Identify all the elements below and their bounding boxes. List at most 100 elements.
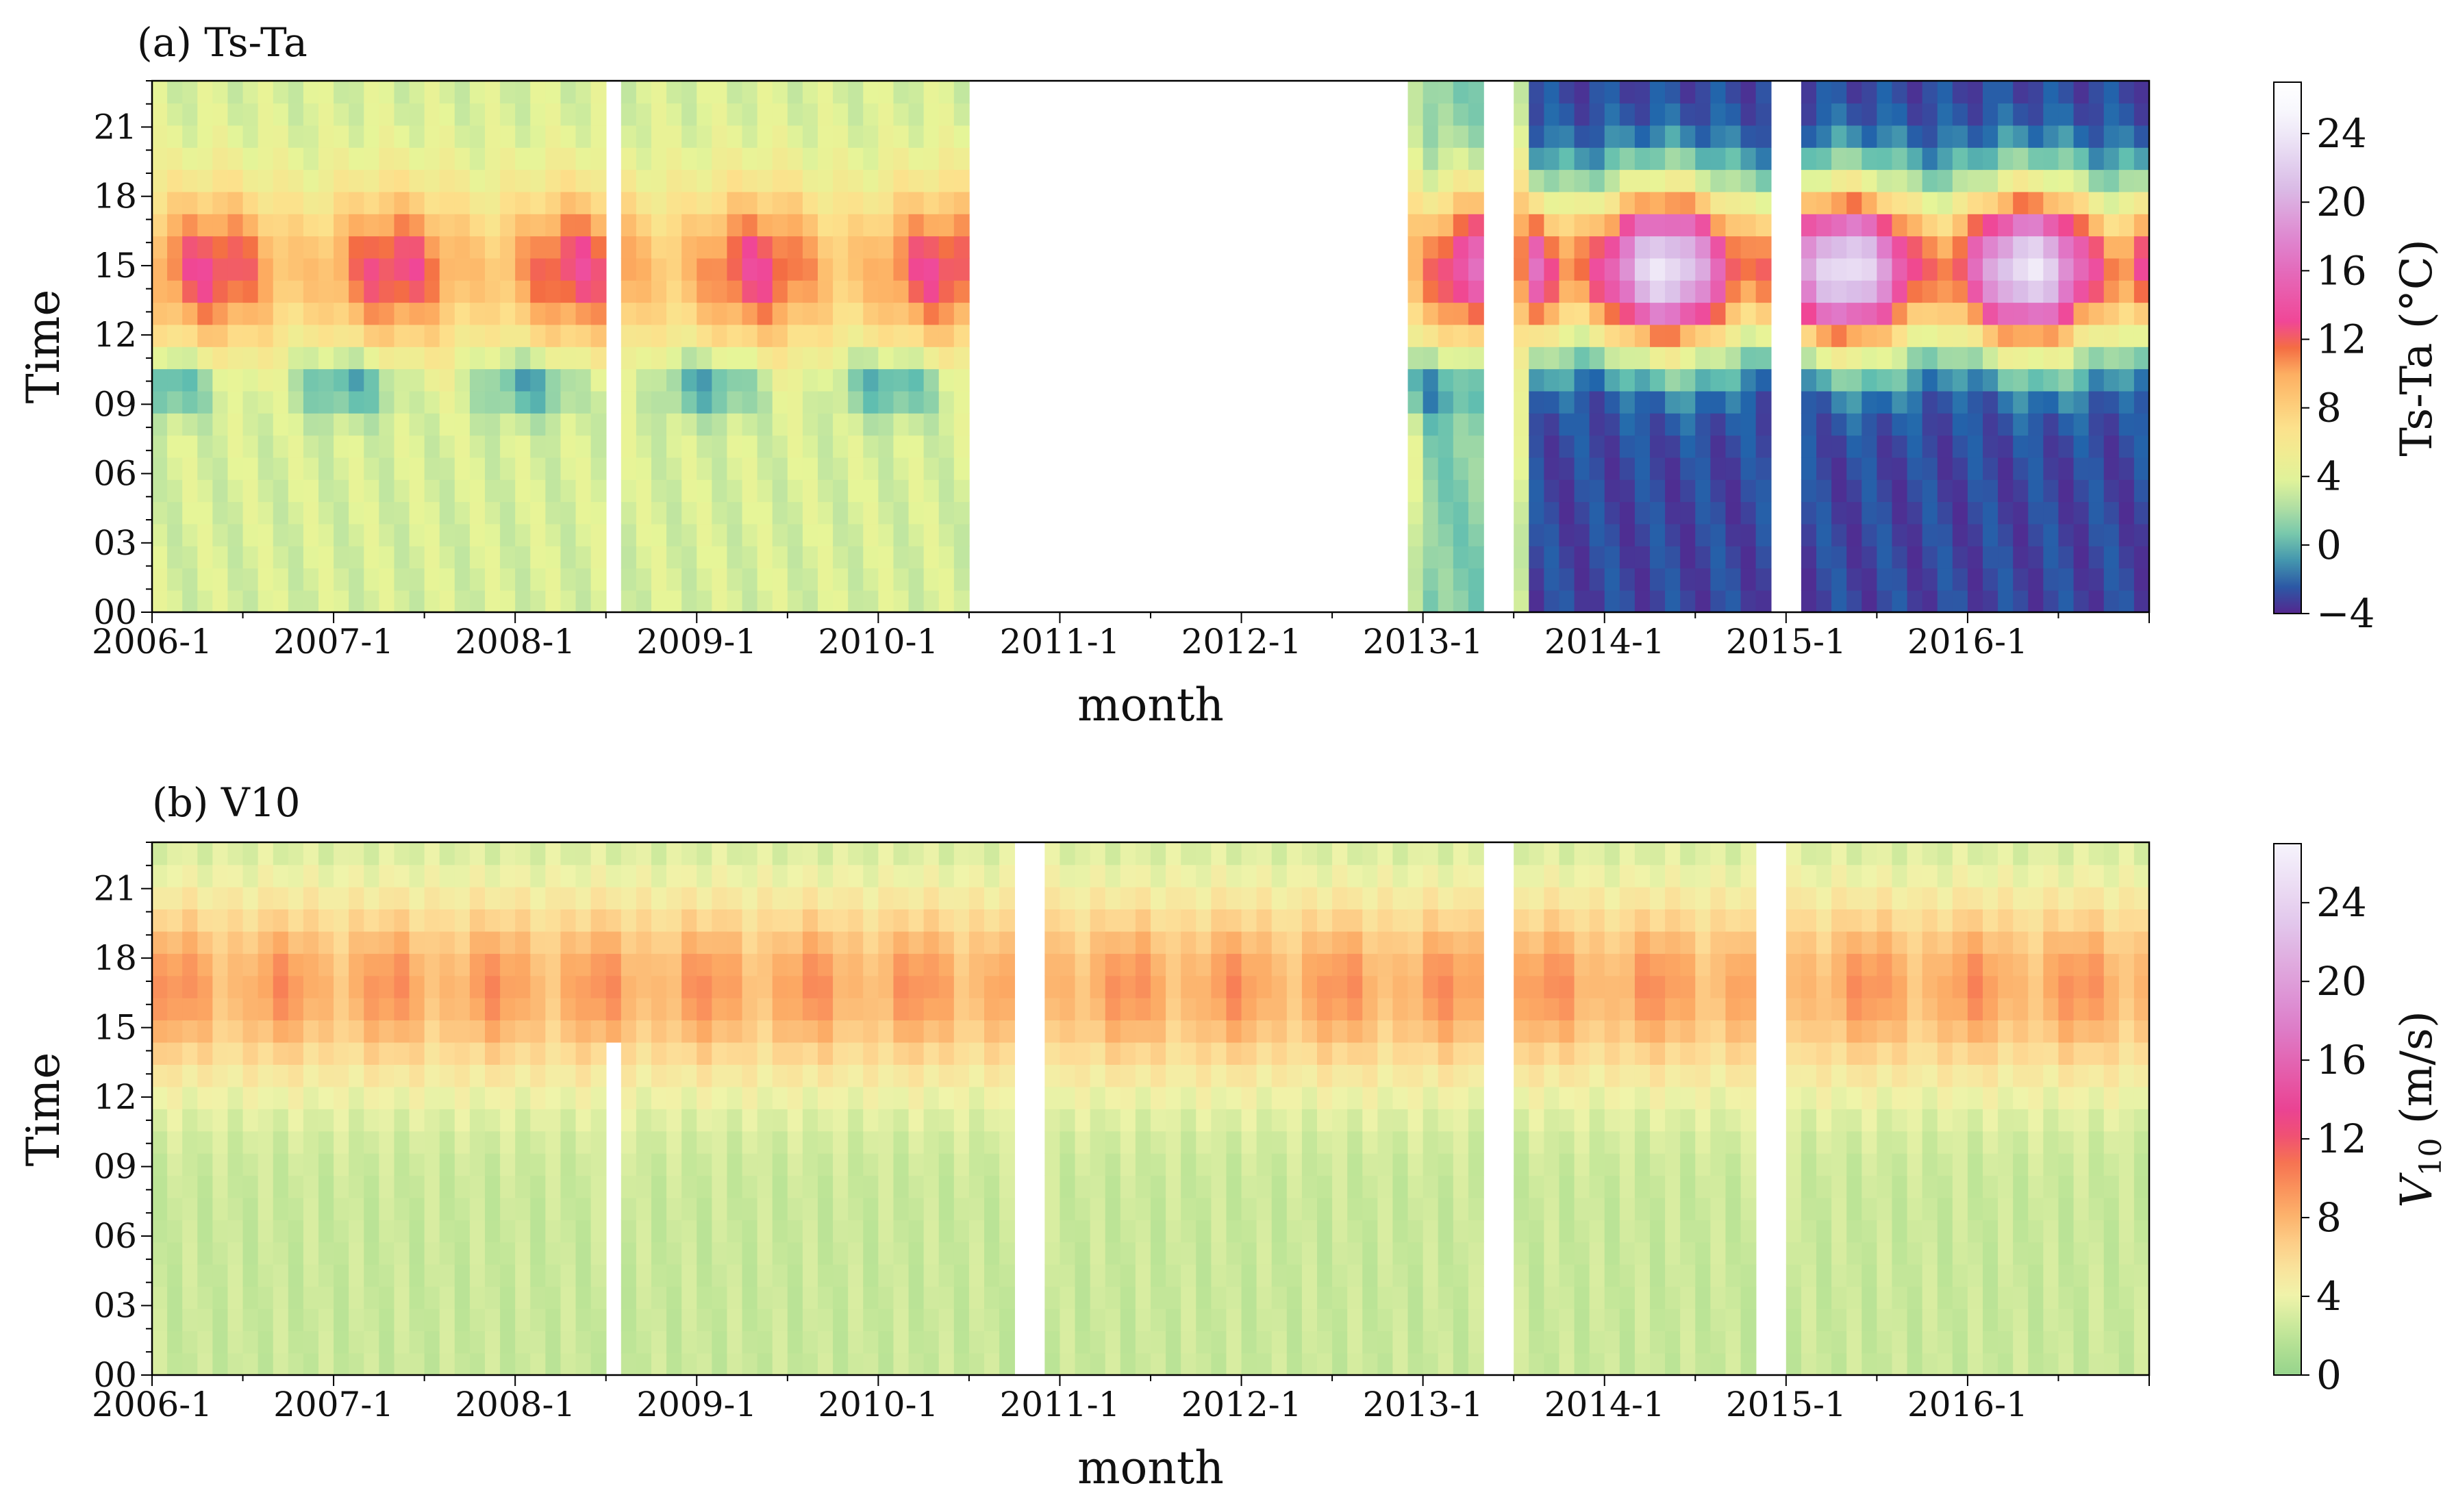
heatmap-cell: [2073, 346, 2090, 370]
heatmap-cell: [1740, 931, 1757, 954]
heatmap-cell: [1725, 1286, 1742, 1309]
heatmap-cell: [1529, 953, 1545, 977]
heatmap-cell: [1514, 169, 1530, 192]
heatmap-cell: [1574, 368, 1590, 392]
heatmap-cell: [1983, 435, 1998, 458]
heatmap-cell: [923, 1086, 940, 1109]
heatmap-cell: [1785, 975, 1802, 998]
heatmap-cell: [1740, 413, 1757, 436]
heatmap-cell: [893, 1042, 910, 1065]
heatmap-cell: [1166, 1109, 1181, 1132]
heatmap-cell: [863, 280, 879, 303]
heatmap-cell: [575, 81, 592, 104]
heatmap-cell: [1211, 1175, 1227, 1198]
colorbar-tick-label: 16: [2316, 247, 2367, 294]
heatmap-cell: [1785, 1286, 1802, 1309]
heatmap-cell: [848, 523, 864, 546]
heatmap-cell: [258, 1197, 274, 1220]
heatmap-cell: [1468, 1308, 1484, 1331]
heatmap-cell: [560, 257, 577, 281]
heatmap-cell: [818, 1220, 834, 1243]
heatmap-cell: [848, 413, 864, 436]
heatmap-cell: [1301, 1308, 1318, 1331]
heatmap-cell: [318, 390, 334, 414]
heatmap-cell: [394, 1220, 410, 1243]
heatmap-cell: [242, 568, 259, 591]
x-tick-label: 2012-1: [1181, 622, 1302, 662]
heatmap-cell: [818, 457, 834, 480]
heatmap-cell: [394, 953, 410, 977]
heatmap-cell: [1922, 81, 1938, 104]
heatmap-cell: [938, 546, 955, 569]
heatmap-cell: [818, 501, 834, 525]
heatmap-cell: [212, 1263, 229, 1287]
heatmap-cell: [530, 590, 547, 613]
heatmap-cell: [530, 568, 547, 591]
heatmap-cell: [712, 1352, 728, 1376]
heatmap-cell: [833, 1086, 849, 1109]
heatmap-cell: [1846, 1220, 1863, 1243]
heatmap-cell: [152, 103, 168, 126]
heatmap-cell: [2043, 81, 2059, 104]
heatmap-cell: [1634, 1131, 1651, 1154]
heatmap-cell: [1453, 1042, 1469, 1065]
heatmap-cell: [666, 1109, 682, 1132]
heatmap-cell: [424, 1064, 440, 1087]
heatmap-cell: [863, 81, 879, 104]
heatmap-cell: [1650, 103, 1666, 126]
heatmap-cell: [1392, 997, 1409, 1021]
heatmap-cell: [1998, 501, 2014, 525]
heatmap-cell: [1362, 1352, 1379, 1376]
heatmap-cell: [379, 103, 395, 126]
heatmap-cell: [1453, 413, 1469, 436]
heatmap-cell: [1514, 1064, 1530, 1087]
heatmap-cell: [787, 324, 803, 347]
heatmap-cell: [1392, 1152, 1409, 1176]
heatmap-cell: [1907, 147, 1923, 171]
heatmap-cell: [757, 1308, 773, 1331]
heatmap-cell: [1438, 975, 1454, 998]
heatmap-cell: [530, 346, 547, 370]
heatmap-cell: [1407, 413, 1424, 436]
heatmap-cell: [349, 435, 365, 458]
heatmap-cell: [681, 214, 698, 237]
heatmap-cell: [1377, 1152, 1394, 1176]
heatmap-cell: [1801, 236, 1817, 259]
heatmap-cell: [575, 302, 592, 325]
heatmap-cell: [545, 523, 562, 546]
x-tick-label: 2015-1: [1726, 622, 1846, 662]
heatmap-cell: [1710, 479, 1727, 503]
heatmap-cell: [1407, 236, 1424, 259]
heatmap-cell: [727, 501, 743, 525]
heatmap-cell: [303, 1197, 319, 1220]
heatmap-cell: [439, 864, 455, 887]
heatmap-cell: [742, 457, 758, 480]
heatmap-cell: [712, 280, 728, 303]
heatmap-cell: [681, 931, 698, 954]
heatmap-cell: [1211, 842, 1227, 866]
heatmap-cell: [605, 953, 622, 977]
heatmap-cell: [1438, 909, 1454, 932]
heatmap-cell: [712, 1152, 728, 1176]
heatmap-cell: [258, 280, 274, 303]
heatmap-cell: [349, 931, 365, 954]
heatmap-cell: [848, 280, 864, 303]
heatmap-cell: [469, 1263, 486, 1287]
heatmap-cell: [515, 413, 531, 436]
heatmap-cell: [787, 931, 803, 954]
heatmap-cell: [530, 1064, 547, 1087]
heatmap-cell: [1211, 1263, 1227, 1287]
heatmap-cell: [394, 864, 410, 887]
heatmap-cell: [1256, 1286, 1273, 1309]
heatmap-cell: [712, 546, 728, 569]
heatmap-cell: [409, 975, 425, 998]
heatmap-cell: [1619, 1352, 1636, 1376]
heatmap-cell: [530, 1152, 547, 1176]
heatmap-cell: [1453, 479, 1469, 503]
heatmap-cell: [1181, 1175, 1197, 1198]
heatmap-cell: [1438, 864, 1454, 887]
heatmap-cell: [1740, 191, 1757, 214]
heatmap-cell: [590, 842, 607, 866]
heatmap-cell: [1151, 1331, 1166, 1354]
heatmap-cell: [227, 1331, 244, 1354]
